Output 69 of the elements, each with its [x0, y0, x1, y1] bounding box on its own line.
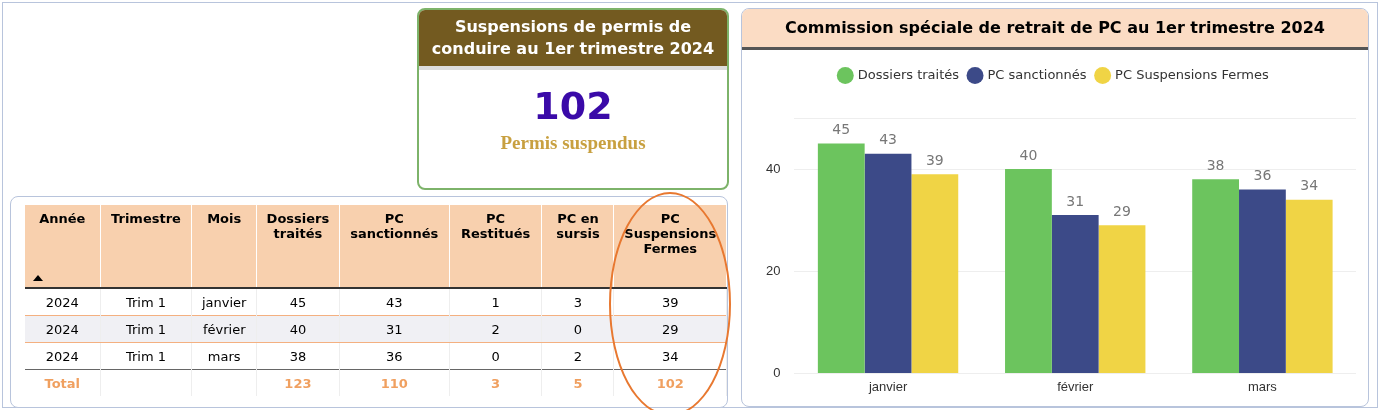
category-label: Trimestre	[100, 205, 192, 288]
text: 0	[491, 348, 500, 364]
bar	[864, 153, 912, 373]
bar	[911, 174, 959, 373]
text: mars	[207, 348, 241, 364]
text: 45	[289, 294, 307, 310]
bar	[1098, 225, 1146, 373]
text: janvier	[201, 294, 247, 310]
text: Trim 1	[125, 294, 166, 310]
text: 43	[385, 294, 403, 310]
bar	[1285, 199, 1333, 373]
data-label: 43	[879, 131, 897, 148]
x-tick-label: mars	[1247, 378, 1278, 394]
bar	[1005, 169, 1052, 373]
category-label: Mois	[191, 205, 257, 288]
category-label: PC Suspensions Fermes	[613, 205, 727, 288]
chart-title: Commission spéciale de retrait de PC au 1er trimestre 2024	[742, 9, 1368, 50]
text: 102	[656, 375, 684, 391]
text: 39	[661, 294, 679, 310]
text: 29	[661, 321, 679, 337]
text: février	[202, 321, 246, 337]
text: 31	[385, 321, 403, 337]
data-label: 31	[1066, 192, 1085, 209]
text: 110	[380, 375, 408, 391]
category-label: Année	[25, 205, 101, 288]
text: 2024	[45, 321, 79, 337]
data-label: 102	[532, 84, 614, 128]
text: Trim 1	[125, 348, 166, 364]
text: 2	[491, 321, 500, 337]
bar	[1239, 189, 1286, 373]
data-label: 29	[1113, 202, 1131, 219]
y-tick-label: 0	[773, 364, 781, 380]
category-label: Dossiers traités	[256, 205, 340, 288]
data-label: 39	[925, 151, 944, 168]
bar	[1051, 215, 1099, 373]
category-label: PC sanctionnés	[339, 205, 450, 288]
text: Trim 1	[125, 321, 166, 337]
text: 34	[661, 348, 679, 364]
data-label: 38	[1206, 156, 1225, 173]
y-tick-label: 40	[765, 160, 781, 176]
text: 2024	[45, 294, 79, 310]
text: 40	[289, 321, 307, 337]
data-label: 40	[1019, 146, 1038, 163]
text: 0	[573, 321, 583, 337]
text: 2024	[45, 348, 79, 364]
text: Suspensions de permis de conduire au 1er trimestre 2024	[419, 10, 727, 70]
text: 1	[491, 294, 500, 310]
text: 2	[573, 348, 583, 364]
x-tick-label: février	[1057, 378, 1094, 394]
text: Total	[44, 375, 81, 391]
bar	[1192, 179, 1240, 373]
legend-label: PC Suspensions Fermes	[1115, 66, 1269, 82]
category-label: PC Restitués	[449, 205, 542, 288]
text: 3	[573, 294, 583, 310]
text: 5	[573, 375, 583, 391]
data-label: 34	[1300, 177, 1319, 194]
text: Permis suspendus	[499, 132, 647, 154]
bar	[817, 143, 865, 373]
text: 38	[289, 348, 307, 364]
data-label: 36	[1253, 167, 1272, 184]
x-tick-label: janvier	[867, 378, 908, 394]
legend-label: Dossiers traités	[857, 66, 960, 82]
legend-label: PC sanctionnés	[987, 66, 1087, 82]
text: 36	[385, 348, 403, 364]
text: 123	[284, 375, 312, 391]
text: 3	[491, 375, 501, 391]
data-label: 45	[832, 121, 851, 138]
category-label: PC en sursis	[541, 205, 614, 288]
y-tick-label: 20	[765, 262, 781, 278]
